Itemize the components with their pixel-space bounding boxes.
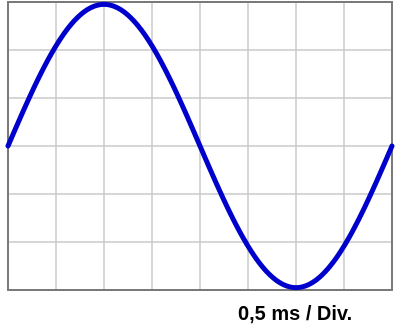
sine-wave-trace [5,1,395,291]
time-base-label: 0,5 ms / Div. [238,303,353,325]
